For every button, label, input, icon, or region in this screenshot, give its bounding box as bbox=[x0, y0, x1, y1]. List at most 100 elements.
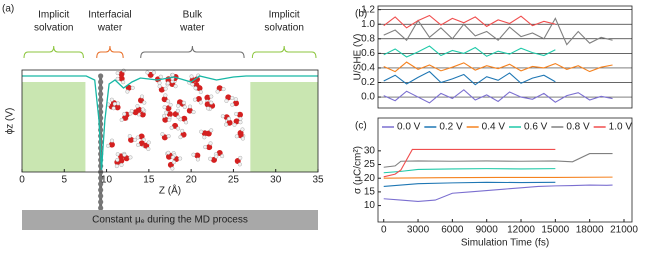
hydrogen bbox=[145, 70, 150, 75]
x-tick-label: 25 bbox=[228, 175, 240, 186]
region-label: Implicit bbox=[38, 10, 69, 21]
series-line bbox=[383, 45, 556, 58]
oxygen bbox=[201, 130, 208, 137]
hydrogen bbox=[109, 138, 114, 143]
electrode-atom bbox=[98, 73, 104, 79]
y-tick-label: 30 bbox=[364, 145, 376, 156]
series-line bbox=[383, 168, 556, 174]
hydrogen bbox=[206, 106, 211, 111]
oxygen bbox=[186, 107, 193, 114]
hydrogen bbox=[233, 97, 238, 102]
x-tick-label: 0 bbox=[381, 225, 387, 236]
x-tick-label: 18000 bbox=[576, 225, 604, 236]
hydrogen bbox=[121, 68, 126, 73]
oxygen bbox=[136, 106, 143, 113]
x-tick-label: 20 bbox=[186, 175, 198, 186]
plot-frame bbox=[377, 5, 633, 109]
hydrogen bbox=[224, 122, 229, 127]
series-line bbox=[383, 89, 613, 104]
hydrogen bbox=[139, 94, 144, 99]
hydrogen bbox=[127, 134, 132, 139]
hydrogen bbox=[128, 155, 133, 160]
hydrogen bbox=[158, 74, 163, 79]
oxygen bbox=[194, 152, 201, 159]
legend-label: 0.0 V bbox=[397, 122, 421, 133]
brace bbox=[23, 45, 84, 59]
series-line bbox=[383, 148, 556, 178]
hydrogen bbox=[166, 150, 171, 155]
hydrogen bbox=[111, 106, 116, 111]
region-label: Implicit bbox=[269, 10, 300, 21]
x-tick-label: 15 bbox=[143, 175, 155, 186]
hydrogen bbox=[140, 107, 145, 112]
y-tick-label: 0.8 bbox=[361, 33, 375, 44]
series-line bbox=[383, 176, 613, 179]
legend-label: 0.2 V bbox=[439, 122, 463, 133]
potential-curve bbox=[22, 75, 318, 171]
hydrogen bbox=[234, 134, 239, 139]
hydrogen bbox=[184, 120, 189, 125]
y-tick-label: 1.0 bbox=[361, 19, 375, 30]
oxygen bbox=[195, 95, 202, 102]
panel-label: (b) bbox=[355, 9, 367, 20]
hydrogen bbox=[202, 135, 207, 140]
hydrogen bbox=[166, 99, 171, 104]
region-label: water bbox=[179, 23, 205, 34]
hydrogen bbox=[151, 70, 156, 75]
hydrogen bbox=[240, 127, 245, 132]
hydrogen bbox=[182, 105, 187, 110]
hydrogen bbox=[232, 122, 237, 127]
x-tick-label: 12000 bbox=[507, 225, 535, 236]
hydrogen bbox=[176, 115, 181, 120]
y-tick-label: 0.6 bbox=[361, 48, 375, 59]
hydrogen bbox=[146, 140, 151, 145]
hydrogen bbox=[116, 101, 121, 106]
series-line bbox=[383, 184, 613, 203]
footer-box bbox=[22, 210, 318, 230]
oxygen bbox=[237, 111, 244, 118]
x-tick-label: 9000 bbox=[476, 225, 499, 236]
oxygen bbox=[125, 84, 132, 91]
plot-frame bbox=[377, 117, 633, 223]
y-tick-label: 1.2 bbox=[361, 4, 375, 15]
x-tick-label: 3000 bbox=[407, 225, 430, 236]
hydrogen bbox=[199, 129, 204, 134]
hydrogen bbox=[170, 155, 175, 160]
x-axis-label: Simulation Time (fs) bbox=[461, 238, 549, 249]
y-tick-label: 10 bbox=[364, 200, 376, 211]
hydrogen bbox=[191, 110, 196, 115]
x-tick-label: 15000 bbox=[541, 225, 569, 236]
oxygen bbox=[139, 111, 146, 118]
series-line bbox=[383, 61, 613, 73]
hydrogen bbox=[191, 152, 196, 157]
hydrogen bbox=[166, 134, 171, 139]
series-line bbox=[383, 153, 613, 168]
electrode-atom bbox=[98, 175, 104, 181]
electrode-atom bbox=[98, 199, 104, 205]
oxygen bbox=[118, 157, 125, 164]
legend-label: 0.6 V bbox=[524, 122, 548, 133]
hydrogen bbox=[162, 105, 167, 110]
y-tick-label: 20 bbox=[364, 173, 376, 184]
hydrogen bbox=[198, 89, 203, 94]
x-tick-label: 30 bbox=[270, 175, 282, 186]
hydrogen bbox=[237, 162, 242, 167]
hydrogen bbox=[164, 110, 169, 115]
oxygen bbox=[204, 94, 211, 101]
legend-label: 0.4 V bbox=[482, 122, 506, 133]
hydrogen bbox=[203, 145, 208, 150]
electrode-atom bbox=[98, 97, 104, 103]
hydrogen bbox=[178, 135, 183, 140]
hydrogen bbox=[176, 126, 181, 131]
hydrogen bbox=[165, 81, 170, 86]
legend-label: 0.8 V bbox=[566, 122, 590, 133]
electrode-atom bbox=[98, 109, 104, 115]
region-label: water bbox=[97, 23, 123, 34]
x-tick-label: 21000 bbox=[610, 225, 638, 236]
hydrogen bbox=[176, 103, 181, 108]
y-axis-label: U/SHE (V) bbox=[353, 34, 364, 81]
hydrogen bbox=[198, 100, 203, 105]
hydrogen bbox=[208, 156, 213, 161]
hydrogen bbox=[106, 143, 111, 148]
